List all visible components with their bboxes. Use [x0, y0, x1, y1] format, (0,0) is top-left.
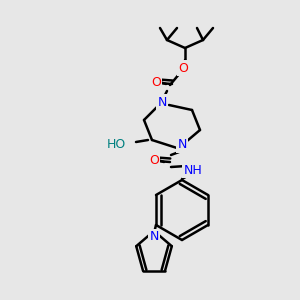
Text: NH: NH	[184, 164, 202, 176]
Text: O: O	[151, 76, 161, 89]
Text: O: O	[149, 154, 159, 166]
Text: N: N	[177, 139, 187, 152]
Text: O: O	[178, 61, 188, 74]
Text: N: N	[149, 230, 159, 244]
Text: HO: HO	[107, 139, 126, 152]
Text: N: N	[157, 95, 167, 109]
